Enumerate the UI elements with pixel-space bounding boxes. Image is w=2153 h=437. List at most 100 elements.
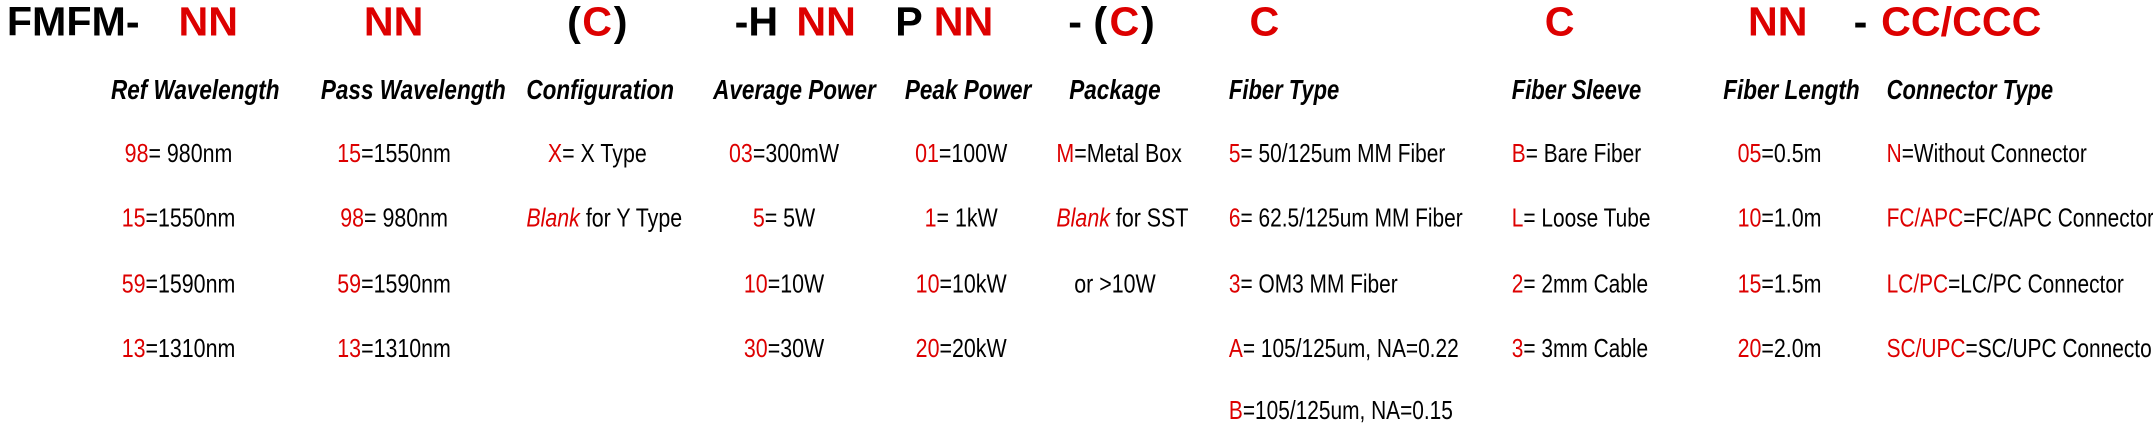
option-item: 59=1590nm xyxy=(111,271,246,301)
option-code: 59 xyxy=(121,270,146,300)
code-segment: - xyxy=(1853,0,1879,46)
option-code: A xyxy=(1228,335,1243,364)
option-code: 10 xyxy=(743,270,768,300)
option-description: =30W xyxy=(767,335,825,364)
option-description: for Y Type xyxy=(579,204,683,234)
option-code: 1 xyxy=(924,204,937,234)
option-description: = 3mm Cable xyxy=(1523,335,1649,364)
option-code: 13 xyxy=(121,335,146,364)
option-item: X= X Type xyxy=(526,140,668,170)
code-segment: C xyxy=(1544,0,1575,46)
option-item: L= Loose Tube xyxy=(1512,205,1651,235)
option-description: = Loose Tube xyxy=(1523,204,1651,234)
option-item: 98= 980nm xyxy=(321,205,467,235)
option-code: 13 xyxy=(337,335,362,364)
option-item: 20=20kW xyxy=(905,335,1018,365)
option-item: 13=1310nm xyxy=(321,335,467,365)
option-description: = 62.5/125um MM Fiber xyxy=(1240,204,1463,234)
option-item: B= Bare Fiber xyxy=(1512,140,1641,170)
column-configuration: Configuration X= X Type Blank for Y Type xyxy=(511,0,684,437)
option-item: B=105/125um, NA=0.15 xyxy=(1229,397,1453,427)
option-code: B xyxy=(1228,396,1243,426)
column-header: Fiber Type xyxy=(1228,75,1340,106)
column-average-power: Average Power 03=300mW 5= 5W 10=10W 30=30W xyxy=(698,0,876,437)
column-header: Average Power xyxy=(713,75,876,106)
option-code: Blank xyxy=(1056,204,1110,234)
option-code: M xyxy=(1056,140,1075,169)
option-description: =10kW xyxy=(939,270,1007,300)
option-item: 13=1310nm xyxy=(111,335,246,365)
option-description: or >10W xyxy=(1074,270,1156,300)
option-description: = 50/125um MM Fiber xyxy=(1240,140,1446,169)
option-description: =1590nm xyxy=(145,270,236,300)
option-description: =20kW xyxy=(939,335,1007,364)
option-item: SC/UPC=SC/UPC Connector xyxy=(1887,335,2153,365)
option-item: 03=300mW xyxy=(713,140,855,170)
column-header: Ref Wavelength xyxy=(110,75,280,106)
option-description: =1310nm xyxy=(145,335,236,364)
option-code: 6 xyxy=(1228,204,1241,234)
option-description: =1.5m xyxy=(1761,270,1822,300)
option-description: = 1kW xyxy=(936,204,998,234)
code-segment: -H xyxy=(734,0,790,46)
option-description: = 2mm Cable xyxy=(1523,270,1649,300)
option-description: =2.0m xyxy=(1761,335,1822,364)
code-segment: NN xyxy=(796,0,856,46)
code-segment: NN xyxy=(363,0,424,46)
option-code: 98 xyxy=(124,140,149,169)
option-code: 3 xyxy=(1228,270,1241,300)
option-item: 6= 62.5/125um MM Fiber xyxy=(1229,205,1463,235)
column-header: Connector Type xyxy=(1886,75,2054,106)
option-description: =1550nm xyxy=(361,140,451,169)
option-item: 5= 5W xyxy=(713,205,855,235)
option-code: 01 xyxy=(915,140,939,169)
option-code: X xyxy=(547,140,563,169)
option-item: LC/PC=LC/PC Connector xyxy=(1887,271,2124,301)
option-code: LC/PC xyxy=(1886,270,1949,300)
column-pass-wavelength: Pass Wavelength 15=1550nm 98= 980nm 59=1590… xyxy=(305,0,506,437)
code-segment: C xyxy=(582,0,612,46)
option-description: =100W xyxy=(938,140,1008,169)
option-code: N xyxy=(1886,140,1902,169)
option-code: 98 xyxy=(340,204,365,234)
option-code: Blank xyxy=(526,204,580,234)
option-description: =0.5m xyxy=(1761,140,1822,169)
code-segment: ) xyxy=(1141,0,1155,46)
option-code: 15 xyxy=(121,204,146,234)
column-header: Pass Wavelength xyxy=(320,75,506,106)
option-code: 15 xyxy=(337,140,362,169)
option-code: L xyxy=(1511,204,1524,234)
option-code: 20 xyxy=(1737,335,1762,364)
option-item: 2= 2mm Cable xyxy=(1512,271,1648,301)
option-code: 15 xyxy=(1737,270,1762,300)
code-segment: ) xyxy=(613,0,628,46)
option-item: 3= OM3 MM Fiber xyxy=(1229,271,1398,301)
option-code: 10 xyxy=(1737,204,1762,234)
option-item: 3= 3mm Cable xyxy=(1512,335,1648,365)
option-description: =10W xyxy=(767,270,825,300)
code-segment: CC/CCC xyxy=(1881,0,2042,46)
code-segment: NN xyxy=(1747,0,1808,46)
column-header: Fiber Length xyxy=(1723,75,1860,106)
option-description: for SST xyxy=(1109,204,1189,234)
option-description: =1550nm xyxy=(145,204,236,234)
column-header: Configuration xyxy=(526,75,674,106)
option-item: 98= 980nm xyxy=(111,140,246,170)
option-code: SC/UPC xyxy=(1886,335,1966,364)
option-code: FC/APC xyxy=(1886,204,1964,234)
option-description: = Bare Fiber xyxy=(1525,140,1642,169)
option-description: =105/125um, NA=0.15 xyxy=(1242,396,1453,426)
option-description: =1590nm xyxy=(361,270,451,300)
option-item: Blank for Y Type xyxy=(526,204,682,235)
option-item: N=Without Connector xyxy=(1887,140,2087,170)
option-item: 30=30W xyxy=(713,335,855,365)
option-description: = 980nm xyxy=(148,140,233,169)
option-item: FC/APC=FC/APC Connector xyxy=(1887,205,2153,235)
option-code: 5 xyxy=(1228,140,1241,169)
option-description: =300mW xyxy=(752,140,840,169)
option-item: 5= 50/125um MM Fiber xyxy=(1229,140,1445,170)
option-description: =FC/APC Connector xyxy=(1963,204,2153,234)
option-description: =Without Connector xyxy=(1901,140,2087,169)
option-code: 10 xyxy=(915,270,940,300)
